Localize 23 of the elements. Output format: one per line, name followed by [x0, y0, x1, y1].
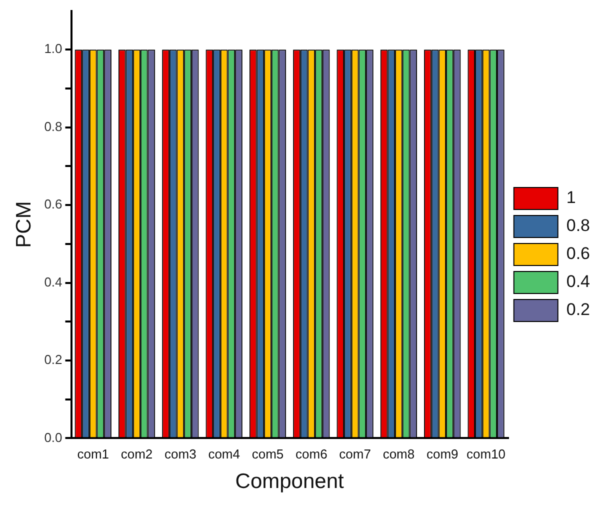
- y-tick-label: 0.2: [44, 352, 62, 368]
- y-axis-title: PCM: [12, 201, 36, 248]
- legend-label: 1: [566, 188, 576, 208]
- y-tick-label: 0.4: [44, 274, 62, 290]
- x-tick-label: com5: [252, 446, 284, 462]
- x-tick-label: com10: [466, 446, 506, 462]
- x-tick-label: com2: [120, 446, 153, 462]
- x-axis-title: Component: [235, 470, 344, 494]
- x-tick-label: com3: [164, 446, 196, 462]
- x-tick-label: com9: [426, 446, 458, 462]
- legend-label: 0.2: [566, 300, 590, 320]
- y-tick-label: 0.8: [44, 118, 62, 134]
- y-tick-label: 0.0: [44, 430, 62, 445]
- legend-label: 0.8: [566, 216, 590, 236]
- x-tick-label: com6: [296, 446, 328, 462]
- y-tick-label: 1.0: [44, 41, 62, 56]
- x-tick-label: com4: [208, 446, 240, 462]
- x-tick-label: com7: [339, 446, 371, 462]
- legend-label: 0.4: [566, 272, 590, 292]
- x-tick-label: com1: [77, 446, 109, 462]
- x-tick-label: com8: [382, 446, 415, 462]
- y-tick-label: 0.6: [44, 196, 62, 212]
- legend-label: 0.6: [566, 244, 590, 264]
